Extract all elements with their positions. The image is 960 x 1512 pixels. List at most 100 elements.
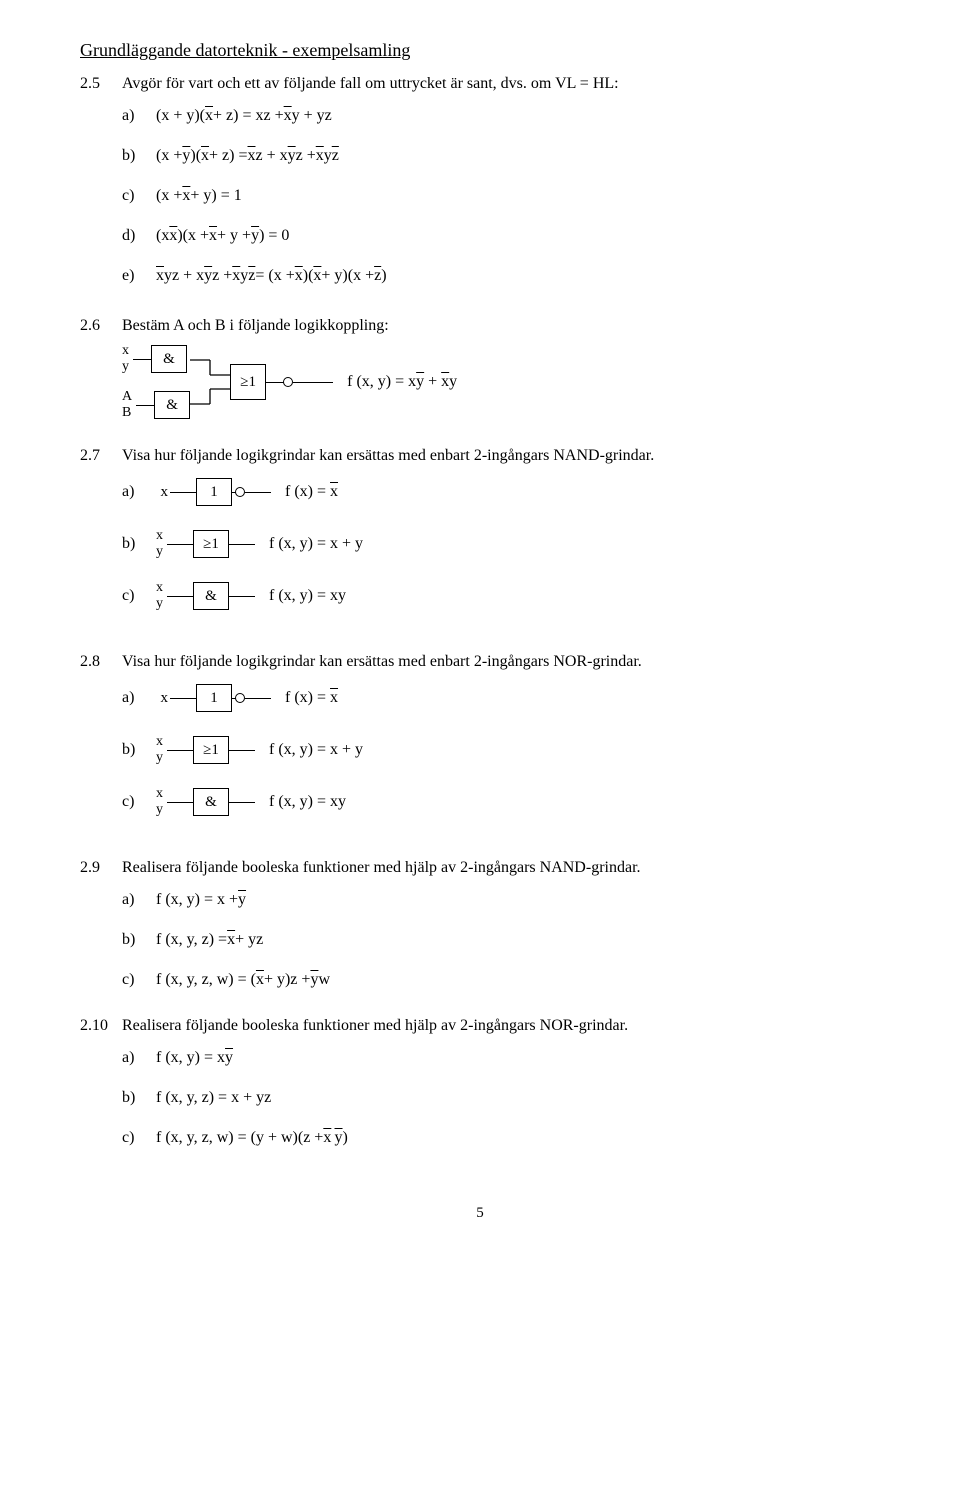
problem-text: Bestäm A och B i följande logikkoppling: bbox=[122, 317, 880, 335]
input-label-B: B bbox=[122, 405, 132, 421]
sub-label: a) bbox=[122, 1049, 156, 1067]
or-gate: ≥1 bbox=[193, 736, 229, 764]
not-gate: 1 bbox=[196, 478, 232, 506]
formula-prefix: f (x) = bbox=[285, 689, 330, 706]
logic-diagram: x y & A B & ≥1 bbox=[122, 345, 880, 419]
problem-text: Realisera följande booleska funktioner m… bbox=[122, 859, 880, 877]
sub-label: c) bbox=[122, 187, 156, 205]
input-label-x: x bbox=[156, 786, 163, 802]
problem-text: Visa hur följande logikgrindar kan ersät… bbox=[122, 447, 880, 465]
problem-2-9: 2.9 Realisera följande booleska funktion… bbox=[80, 859, 880, 877]
and-gate: & bbox=[151, 345, 187, 373]
p28-c: c) x y & f (x, y) = xy bbox=[122, 785, 880, 819]
equation: (x + x + y) = 1 bbox=[156, 187, 242, 205]
sub-label: b) bbox=[122, 535, 156, 553]
input-label-A: A bbox=[122, 389, 132, 405]
equation: f (x, y, z, w) = (y + w)(z + x y) bbox=[156, 1129, 348, 1147]
and-gate-top: x y & bbox=[122, 345, 190, 373]
sub-label: a) bbox=[122, 107, 156, 125]
sub-label: c) bbox=[122, 971, 156, 989]
p25-e: e) xyz + xyz + xyz = (x + x)(x + y)(x + … bbox=[122, 259, 880, 293]
p27-a: a) x 1 f (x) = x bbox=[122, 475, 880, 509]
problem-2-5: 2.5 Avgör för vart och ett av följande f… bbox=[80, 75, 880, 93]
sub-label: c) bbox=[122, 587, 156, 605]
sub-label: d) bbox=[122, 227, 156, 245]
problem-text: Realisera följande booleska funktioner m… bbox=[122, 1017, 880, 1035]
problem-2-7: 2.7 Visa hur följande logikgrindar kan e… bbox=[80, 447, 880, 465]
input-label-y: y bbox=[156, 802, 163, 818]
p28-b: b) x y ≥1 f (x, y) = x + y bbox=[122, 733, 880, 767]
problem-number: 2.9 bbox=[80, 859, 122, 877]
sub-label: b) bbox=[122, 147, 156, 165]
output-formula: f (x) = x bbox=[285, 483, 338, 501]
equation: f (x, y) = xy bbox=[156, 1049, 233, 1067]
input-label-x: x bbox=[156, 734, 163, 750]
and-gate: & bbox=[193, 788, 229, 816]
input-label-x: x bbox=[122, 343, 129, 359]
sub-label: c) bbox=[122, 1129, 156, 1147]
equation: (xx)(x + x + y + y) = 0 bbox=[156, 227, 289, 245]
page-header: Grundläggande datorteknik - exempelsamli… bbox=[80, 40, 880, 61]
sub-label: c) bbox=[122, 793, 156, 811]
sub-label: a) bbox=[122, 483, 156, 501]
sub-label: b) bbox=[122, 931, 156, 949]
p210-c: c) f (x, y, z, w) = (y + w)(z + x y) bbox=[122, 1121, 880, 1155]
formula-prefix: f (x) = bbox=[285, 483, 330, 500]
inverter-bubble bbox=[283, 377, 293, 387]
p25-a: a) (x + y)(x + z) = xz + xy + yz bbox=[122, 99, 880, 133]
input-label-x: x bbox=[156, 484, 168, 501]
problem-text: Avgör för vart och ett av följande fall … bbox=[122, 75, 880, 93]
input-label-x: x bbox=[156, 580, 163, 596]
p210-a: a) f (x, y) = xy bbox=[122, 1041, 880, 1075]
formula-bar: x bbox=[330, 689, 338, 706]
input-label-y: y bbox=[156, 596, 163, 612]
output-formula: f (x, y) = xy + xy bbox=[347, 373, 457, 391]
and-gate-bottom: A B & bbox=[122, 391, 190, 419]
output-formula: f (x) = x bbox=[285, 689, 338, 707]
equation: (x + y)(x + z) = xz + xy + yz bbox=[156, 107, 332, 125]
equation: f (x, y, z) = x + yz bbox=[156, 931, 263, 949]
sub-label: b) bbox=[122, 1089, 156, 1107]
output-formula: f (x, y) = xy bbox=[269, 587, 346, 605]
input-label-x: x bbox=[156, 690, 168, 707]
problem-number: 2.6 bbox=[80, 317, 122, 335]
problem-number: 2.10 bbox=[80, 1017, 122, 1035]
p29-b: b) f (x, y, z) = x + yz bbox=[122, 923, 880, 957]
p27-c: c) x y & f (x, y) = xy bbox=[122, 579, 880, 613]
equation: (x + y)(x + z) = xz + xyz + xyz bbox=[156, 147, 339, 165]
page-number: 5 bbox=[80, 1205, 880, 1222]
problem-2-6: 2.6 Bestäm A och B i följande logikkoppl… bbox=[80, 317, 880, 335]
inverter-bubble bbox=[235, 693, 245, 703]
sub-label: a) bbox=[122, 891, 156, 909]
p25-b: b) (x + y)(x + z) = xz + xyz + xyz bbox=[122, 139, 880, 173]
output-formula: f (x, y) = x + y bbox=[269, 741, 363, 759]
inverter-bubble bbox=[235, 487, 245, 497]
p25-c: c) (x + x + y) = 1 bbox=[122, 179, 880, 213]
input-label-y: y bbox=[156, 750, 163, 766]
equation: f (x, y) = x + y bbox=[156, 891, 246, 909]
sub-label: b) bbox=[122, 741, 156, 759]
p25-d: d) (xx)(x + x + y + y) = 0 bbox=[122, 219, 880, 253]
problem-2-8: 2.8 Visa hur följande logikgrindar kan e… bbox=[80, 653, 880, 671]
problem-text: Visa hur följande logikgrindar kan ersät… bbox=[122, 653, 880, 671]
formula-bar: x bbox=[330, 483, 338, 500]
problem-number: 2.8 bbox=[80, 653, 122, 671]
equation: f (x, y, z, w) = (x + y)z + yw bbox=[156, 971, 330, 989]
sub-label: e) bbox=[122, 267, 156, 285]
equation: xyz + xyz + xyz = (x + x)(x + y)(x + z) bbox=[156, 267, 387, 285]
equation: f (x, y, z) = x + yz bbox=[156, 1089, 271, 1107]
wire-join bbox=[190, 347, 230, 417]
input-label-y: y bbox=[122, 359, 129, 375]
p29-c: c) f (x, y, z, w) = (x + y)z + yw bbox=[122, 963, 880, 997]
and-gate: & bbox=[193, 582, 229, 610]
p27-b: b) x y ≥1 f (x, y) = x + y bbox=[122, 527, 880, 561]
and-gate: & bbox=[154, 391, 190, 419]
or-gate: ≥1 bbox=[230, 364, 266, 400]
input-label-y: y bbox=[156, 544, 163, 560]
or-gate: ≥1 bbox=[193, 530, 229, 558]
p29-a: a) f (x, y) = x + y bbox=[122, 883, 880, 917]
p28-a: a) x 1 f (x) = x bbox=[122, 681, 880, 715]
problem-number: 2.5 bbox=[80, 75, 122, 93]
output-formula: f (x, y) = x + y bbox=[269, 535, 363, 553]
output-formula: f (x, y) = xy bbox=[269, 793, 346, 811]
